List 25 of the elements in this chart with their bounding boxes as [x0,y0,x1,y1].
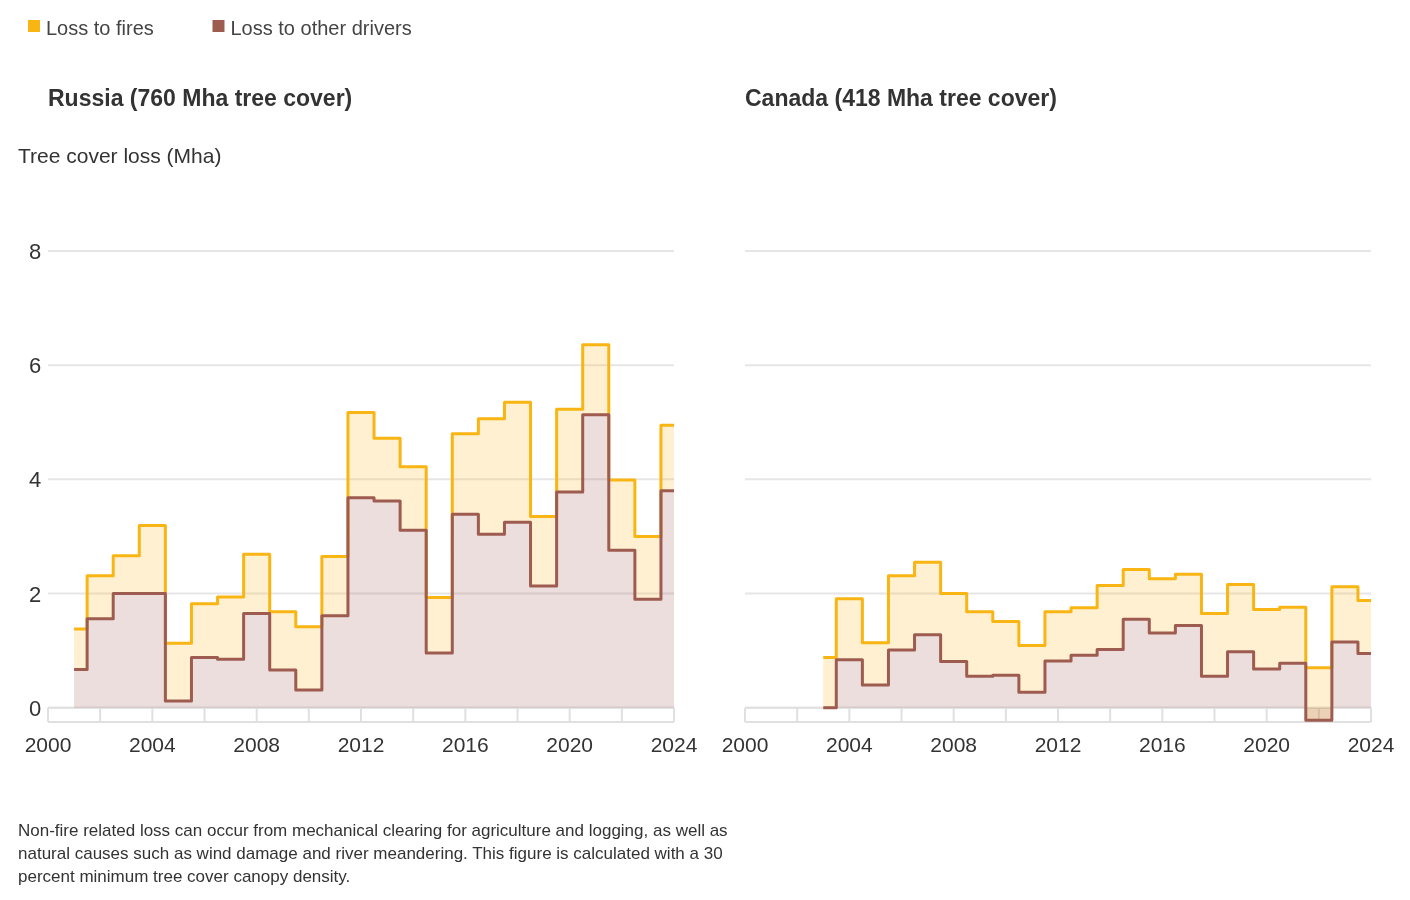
legend-label: Loss to fires [46,17,154,39]
x-tick-label: 2004 [128,733,177,756]
y-tick-label: 4 [28,467,42,493]
x-tick-label: 2012 [337,733,385,756]
chart-title: Russia (760 Mha tree cover) [48,85,353,111]
y-tick-label: 0 [28,695,42,721]
x-tick-label: 2000 [24,733,72,756]
y-axis-title: Tree cover loss (Mha) [18,144,222,167]
chart-title: Canada (418 Mha tree cover) [745,85,1057,111]
x-tick-label: 2020 [546,733,594,756]
y-tick-label: 6 [28,353,42,379]
x-tick-label: 2016 [1138,733,1186,756]
y-tick-label: 2 [28,581,42,607]
text: Non-fire related loss can occur from mechanical clearing for agriculture and logging, as well as natural causes such as wind damage and river meandering. This figure is calculated with a 30 percent minimum tree cover canopy density. [18,821,728,886]
x-tick-label: 2000 [721,733,769,756]
x-tick-label: 2024 [650,733,698,756]
x-tick-label: 2004 [825,733,874,756]
x-tick-label: 2024 [1347,733,1395,756]
x-tick-label: 2016 [441,733,489,756]
x-tick-label: 2008 [233,733,281,756]
x-tick-label: 2012 [1034,733,1082,756]
x-tick-label: 2020 [1243,733,1291,756]
y-tick-label: 8 [28,239,42,264]
legend-label: Loss to other drivers [230,17,412,39]
x-tick-label: 2008 [930,733,978,756]
